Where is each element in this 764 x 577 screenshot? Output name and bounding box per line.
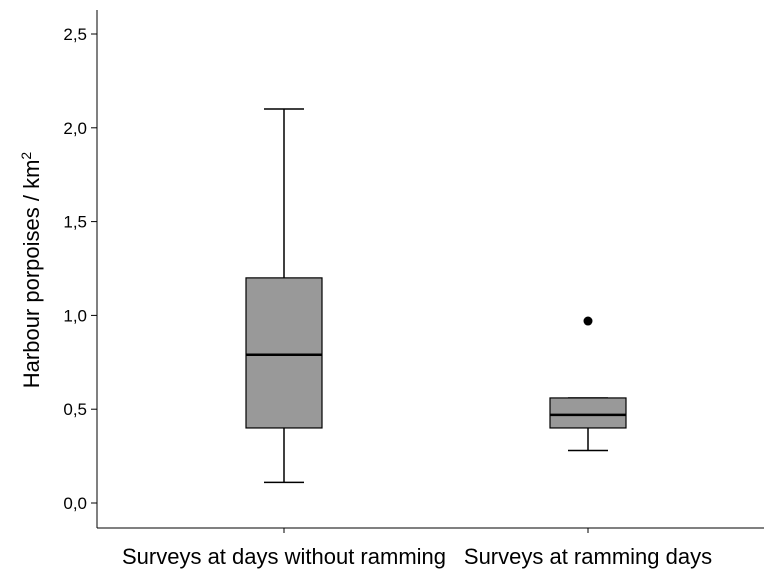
labels: Harbour porpoises / km2 0,0 0,5 1,0 1,5 2,0 2… [18, 25, 712, 569]
y-tick-label: 1,5 [63, 213, 87, 232]
axes [91, 10, 764, 533]
iqr-box [245, 277, 323, 429]
y-tick-label: 0,0 [63, 494, 87, 513]
boxes [245, 108, 627, 484]
y-tick-label: 0,5 [63, 400, 87, 419]
y-axis-title-text: Harbour porpoises / km [19, 160, 44, 389]
x-category-label: Surveys at ramming days [464, 544, 712, 569]
box-group [549, 316, 627, 452]
iqr-box [549, 397, 627, 429]
y-axis-title-superscript: 2 [18, 152, 34, 160]
outlier-point [583, 316, 593, 326]
x-category-label: Surveys at days without ramming [122, 544, 446, 569]
y-tick-label: 2,5 [63, 25, 87, 44]
y-tick-label: 1,0 [63, 306, 87, 325]
box-group [245, 108, 323, 484]
y-tick-label: 2,0 [63, 119, 87, 138]
y-axis-title: Harbour porpoises / km2 [18, 152, 44, 389]
